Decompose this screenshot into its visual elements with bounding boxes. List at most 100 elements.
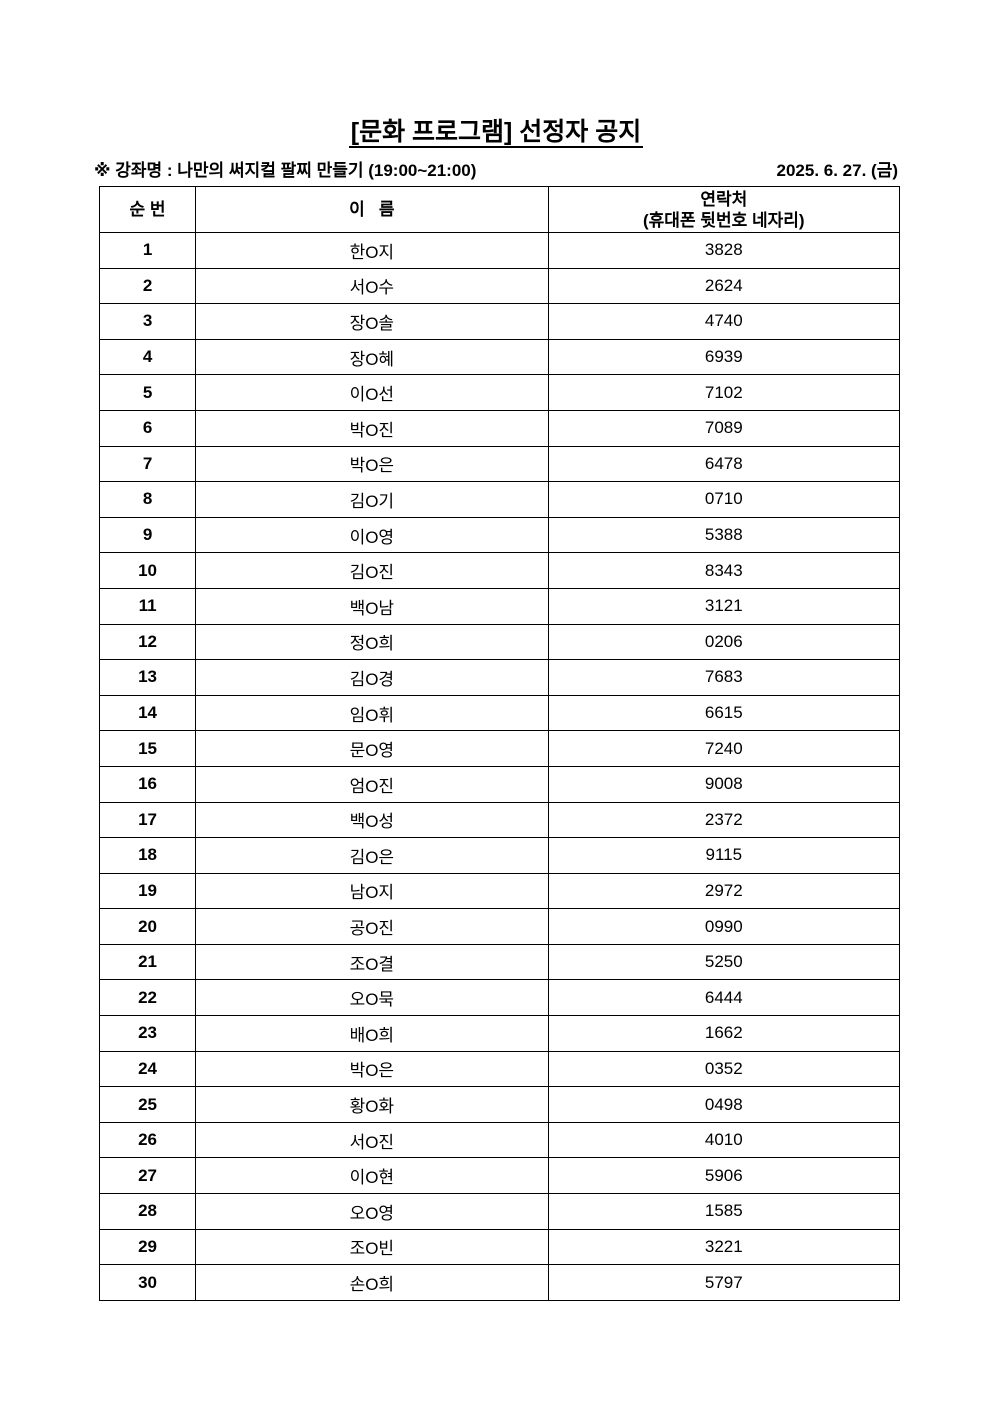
row-phone: 0710 <box>547 481 901 518</box>
row-number: 9 <box>98 516 197 554</box>
row-phone: 6939 <box>547 338 901 376</box>
row-phone: 9008 <box>547 765 901 803</box>
header-contact-label: 연락처 <box>700 189 748 209</box>
page-title-text: [문화 프로그램] 선정자 공지 <box>348 118 644 148</box>
row-number: 12 <box>98 623 197 661</box>
header-no: 순 번 <box>98 186 197 233</box>
row-phone: 0990 <box>547 908 901 945</box>
row-number: 23 <box>98 1015 197 1052</box>
row-name: 공O진 <box>195 908 549 945</box>
row-number: 3 <box>98 303 197 340</box>
table-row: 29 조O빈 3221 <box>98 1228 901 1266</box>
table-row: 20 공O진 0990 <box>98 908 901 945</box>
row-phone: 3121 <box>547 587 901 625</box>
row-number: 22 <box>98 979 197 1017</box>
row-number: 27 <box>98 1157 197 1195</box>
table-header-row: 순 번 이 름 연락처 (휴대폰 뒷번호 네자리) <box>98 186 901 233</box>
row-number: 24 <box>98 1050 197 1088</box>
row-name: 박O은 <box>195 445 549 483</box>
header-name: 이 름 <box>195 186 549 233</box>
row-name: 한O지 <box>195 232 549 269</box>
row-name: 서O수 <box>195 267 549 305</box>
row-name: 오O묵 <box>195 979 549 1017</box>
row-phone: 8343 <box>547 552 901 589</box>
row-name: 박O은 <box>195 1050 549 1088</box>
row-number: 5 <box>98 374 197 411</box>
row-phone: 5797 <box>547 1264 901 1301</box>
table-row: 11 백O남 3121 <box>98 587 901 625</box>
row-phone: 5906 <box>547 1157 901 1195</box>
table-row: 28 오O영 1585 <box>98 1193 901 1230</box>
row-number: 16 <box>98 765 197 803</box>
row-number: 21 <box>98 943 197 981</box>
row-name: 박O진 <box>195 409 549 447</box>
row-number: 13 <box>98 659 197 696</box>
row-phone: 3221 <box>547 1228 901 1266</box>
table-row: 4 장O혜 6939 <box>98 338 901 376</box>
table-row: 2 서O수 2624 <box>98 267 901 305</box>
row-name: 장O솔 <box>195 303 549 340</box>
row-name: 김O은 <box>195 837 549 874</box>
table-row: 21 조O결 5250 <box>98 943 901 981</box>
row-phone: 4010 <box>547 1121 901 1159</box>
table-row: 5 이O선 7102 <box>98 374 901 411</box>
row-number: 10 <box>98 552 197 589</box>
table-row: 23 배O희 1662 <box>98 1015 901 1052</box>
row-name: 김O경 <box>195 659 549 696</box>
table-row: 22 오O묵 6444 <box>98 979 901 1017</box>
page-title: [문화 프로그램] 선정자 공지 <box>0 112 992 148</box>
row-number: 18 <box>98 837 197 874</box>
row-phone: 0498 <box>547 1086 901 1123</box>
row-name: 오O영 <box>195 1193 549 1230</box>
row-name: 김O진 <box>195 552 549 589</box>
table-row: 6 박O진 7089 <box>98 409 901 447</box>
row-number: 4 <box>98 338 197 376</box>
row-phone: 9115 <box>547 837 901 874</box>
row-name: 이O현 <box>195 1157 549 1195</box>
row-number: 25 <box>98 1086 197 1123</box>
table-row: 19 남O지 2972 <box>98 872 901 910</box>
table-row: 1 한O지 3828 <box>98 232 901 269</box>
row-phone: 1662 <box>547 1015 901 1052</box>
row-name: 손O희 <box>195 1264 549 1301</box>
table-row: 24 박O은 0352 <box>98 1050 901 1088</box>
row-number: 1 <box>98 232 197 269</box>
row-phone: 0206 <box>547 623 901 661</box>
table-row: 17 백O성 2372 <box>98 801 901 839</box>
row-name: 임O휘 <box>195 694 549 732</box>
row-name: 이O선 <box>195 374 549 411</box>
row-number: 8 <box>98 481 197 518</box>
row-number: 19 <box>98 872 197 910</box>
row-number: 6 <box>98 409 197 447</box>
course-name: ※ 강좌명 : 나만의 써지컬 팔찌 만들기 (19:00~21:00) <box>94 161 477 180</box>
table-row: 30 손O희 5797 <box>98 1264 901 1301</box>
row-number: 14 <box>98 694 197 732</box>
row-name: 문O영 <box>195 730 549 767</box>
subheader: ※ 강좌명 : 나만의 써지컬 팔찌 만들기 (19:00~21:00) 202… <box>94 156 898 181</box>
row-phone: 7089 <box>547 409 901 447</box>
table-row: 8 김O기 0710 <box>98 481 901 518</box>
row-phone: 0352 <box>547 1050 901 1088</box>
row-phone: 1585 <box>547 1193 901 1230</box>
table-row: 14 임O휘 6615 <box>98 694 901 732</box>
row-phone: 4740 <box>547 303 901 340</box>
row-name: 조O결 <box>195 943 549 981</box>
row-number: 2 <box>98 267 197 305</box>
table-row: 16 엄O진 9008 <box>98 765 901 803</box>
row-name: 남O지 <box>195 872 549 910</box>
row-phone: 6478 <box>547 445 901 483</box>
row-name: 황O화 <box>195 1086 549 1123</box>
row-phone: 2372 <box>547 801 901 839</box>
row-phone: 7683 <box>547 659 901 696</box>
table-row: 18 김O은 9115 <box>98 837 901 874</box>
row-number: 17 <box>98 801 197 839</box>
row-number: 29 <box>98 1228 197 1266</box>
table-row: 26 서O진 4010 <box>98 1121 901 1159</box>
table-row: 7 박O은 6478 <box>98 445 901 483</box>
row-number: 26 <box>98 1121 197 1159</box>
row-name: 김O기 <box>195 481 549 518</box>
row-phone: 2624 <box>547 267 901 305</box>
table-row: 3 장O솔 4740 <box>98 303 901 340</box>
table-row: 25 황O화 0498 <box>98 1086 901 1123</box>
row-number: 30 <box>98 1264 197 1301</box>
